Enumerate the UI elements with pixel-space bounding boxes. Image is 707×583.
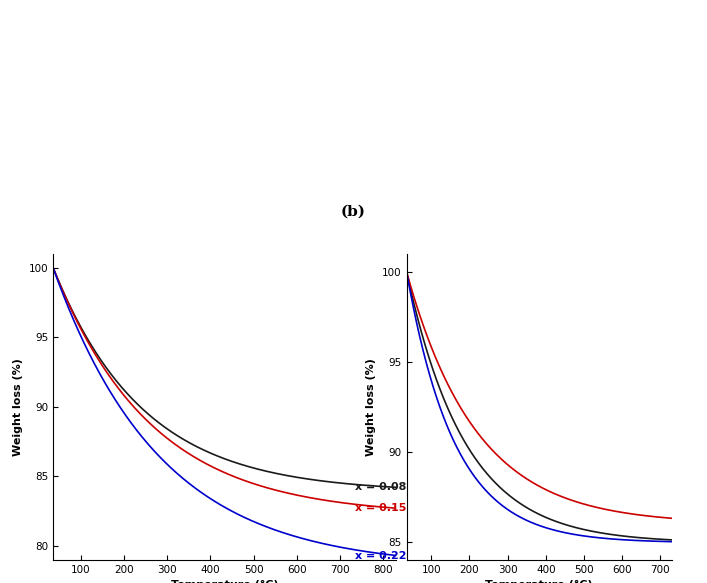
Text: (b): (b) [341,205,366,219]
Y-axis label: Weight loss (%): Weight loss (%) [366,358,377,455]
Text: x = 0.08: x = 0.08 [355,482,407,492]
Text: x = 0.22: x = 0.22 [355,550,407,560]
Y-axis label: Weight loss (%): Weight loss (%) [13,358,23,455]
Text: x = 0.15: x = 0.15 [355,503,407,513]
X-axis label: Temperature (°C): Temperature (°C) [485,580,593,583]
X-axis label: Temperature (°C): Temperature (°C) [170,580,279,583]
